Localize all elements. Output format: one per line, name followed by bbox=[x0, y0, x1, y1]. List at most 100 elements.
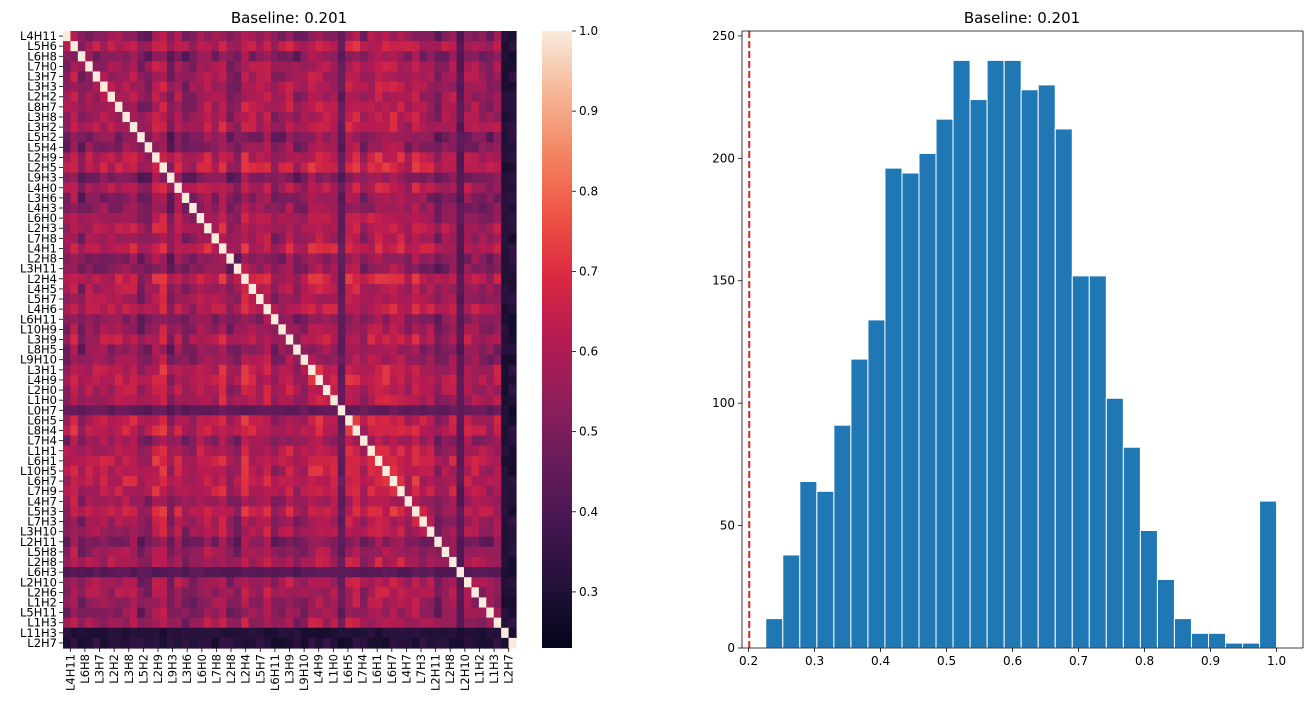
heatmap-cell bbox=[285, 445, 294, 457]
heatmap-cell bbox=[114, 476, 124, 487]
heatmap-cell bbox=[278, 304, 287, 315]
heatmap-y-tick-label: L9H3 bbox=[27, 171, 57, 185]
heatmap-cell bbox=[345, 142, 354, 153]
heatmap-cell bbox=[308, 314, 317, 325]
heatmap-cell bbox=[166, 182, 175, 194]
heatmap-cell bbox=[464, 152, 473, 164]
heatmap-cell bbox=[374, 233, 383, 245]
heatmap-y-tick-label: L4H1 bbox=[27, 241, 57, 255]
heatmap-cell bbox=[77, 546, 86, 558]
heatmap-cell bbox=[211, 132, 220, 143]
heatmap-cell bbox=[456, 597, 465, 609]
heatmap-cell bbox=[174, 213, 183, 224]
heatmap-cell bbox=[374, 465, 383, 477]
heatmap-cell bbox=[285, 364, 294, 376]
heatmap-cell bbox=[330, 192, 339, 204]
heatmap-cell bbox=[374, 536, 383, 548]
heatmap-cell bbox=[300, 526, 309, 538]
heatmap-cell bbox=[397, 506, 406, 518]
heatmap-cell bbox=[471, 536, 480, 548]
heatmap-cell bbox=[233, 405, 242, 416]
heatmap-cell bbox=[486, 51, 495, 62]
heatmap-cell bbox=[360, 142, 369, 153]
heatmap-cell bbox=[159, 202, 168, 214]
heatmap-cell bbox=[404, 385, 413, 396]
heatmap-cell bbox=[404, 597, 413, 609]
heatmap-cell bbox=[464, 536, 473, 548]
heatmap-cell bbox=[270, 314, 279, 325]
heatmap-cell bbox=[70, 253, 79, 265]
heatmap-cell bbox=[315, 637, 324, 649]
heatmap-y-tick-label: L8H4 bbox=[27, 424, 57, 438]
heatmap-cell bbox=[330, 122, 339, 133]
heatmap-cell bbox=[152, 465, 161, 477]
heatmap-cell bbox=[70, 526, 79, 538]
heatmap-cell bbox=[285, 101, 294, 113]
heatmap-cell bbox=[285, 344, 294, 356]
heatmap-y-tick-label: L6H0 bbox=[27, 211, 57, 225]
colorbar-tick-label: 1.0 bbox=[579, 24, 598, 38]
heatmap-cell bbox=[508, 314, 517, 325]
heatmap-cell bbox=[412, 546, 421, 558]
heatmap-cell bbox=[300, 132, 309, 143]
heatmap-cell bbox=[382, 496, 391, 507]
heatmap-cell bbox=[464, 253, 473, 265]
heatmap-cell bbox=[352, 71, 361, 83]
heatmap-cell bbox=[330, 415, 339, 427]
heatmap-cell bbox=[478, 172, 487, 184]
heatmap-cell bbox=[159, 314, 168, 325]
heatmap-cell bbox=[315, 223, 324, 234]
heatmap-cell bbox=[300, 61, 309, 73]
heatmap-cell bbox=[285, 567, 294, 578]
heatmap-cell bbox=[181, 405, 190, 416]
heatmap-cell bbox=[322, 476, 331, 487]
heatmap-cell bbox=[70, 425, 79, 437]
heatmap-cell bbox=[449, 627, 458, 639]
heatmap-cell bbox=[337, 415, 346, 427]
heatmap-cell bbox=[144, 546, 153, 558]
heatmap-cell bbox=[211, 536, 220, 548]
heatmap-cell bbox=[144, 556, 153, 568]
heatmap-cell bbox=[100, 273, 109, 285]
heatmap-cell bbox=[92, 132, 101, 143]
heatmap-cell bbox=[345, 385, 354, 396]
heatmap-cell bbox=[256, 263, 265, 275]
heatmap-cell bbox=[226, 435, 235, 447]
heatmap-cell bbox=[389, 41, 398, 52]
heatmap-cell bbox=[63, 293, 72, 305]
heatmap-cell bbox=[129, 445, 138, 457]
heatmap-cell bbox=[263, 101, 272, 113]
heatmap-cell bbox=[412, 496, 421, 507]
heatmap-cell bbox=[300, 455, 309, 467]
heatmap-cell bbox=[241, 385, 250, 396]
heatmap-cell bbox=[345, 111, 354, 123]
heatmap-cell bbox=[196, 122, 205, 133]
heatmap-cell bbox=[100, 637, 109, 649]
heatmap-cell bbox=[114, 142, 124, 153]
heatmap-cell bbox=[426, 293, 435, 305]
heatmap-cell bbox=[189, 637, 198, 649]
heatmap-cell bbox=[434, 415, 443, 427]
heatmap-cell bbox=[196, 304, 205, 315]
heatmap-cell bbox=[137, 162, 146, 174]
heatmap-cell bbox=[270, 344, 279, 356]
heatmap-cell bbox=[122, 243, 131, 255]
heatmap-cell bbox=[441, 374, 450, 386]
heatmap-cell bbox=[493, 567, 502, 578]
heatmap-x-tick-label: L6H11 bbox=[268, 654, 282, 691]
heatmap-cell bbox=[434, 455, 443, 467]
heatmap-cell bbox=[315, 192, 324, 204]
heatmap-cell bbox=[404, 182, 413, 194]
heatmap-cell bbox=[241, 172, 250, 184]
heatmap-cell bbox=[471, 283, 480, 295]
heatmap-cell bbox=[152, 31, 161, 42]
heatmap-cell bbox=[218, 162, 227, 174]
heatmap-cell bbox=[248, 111, 257, 123]
heatmap-cell bbox=[189, 476, 198, 487]
heatmap-cell bbox=[114, 324, 124, 336]
heatmap-cell bbox=[404, 556, 413, 568]
heatmap-cell bbox=[226, 233, 235, 245]
heatmap-cell bbox=[374, 445, 383, 457]
heatmap-cell bbox=[293, 354, 302, 366]
heatmap-cell bbox=[508, 192, 517, 204]
